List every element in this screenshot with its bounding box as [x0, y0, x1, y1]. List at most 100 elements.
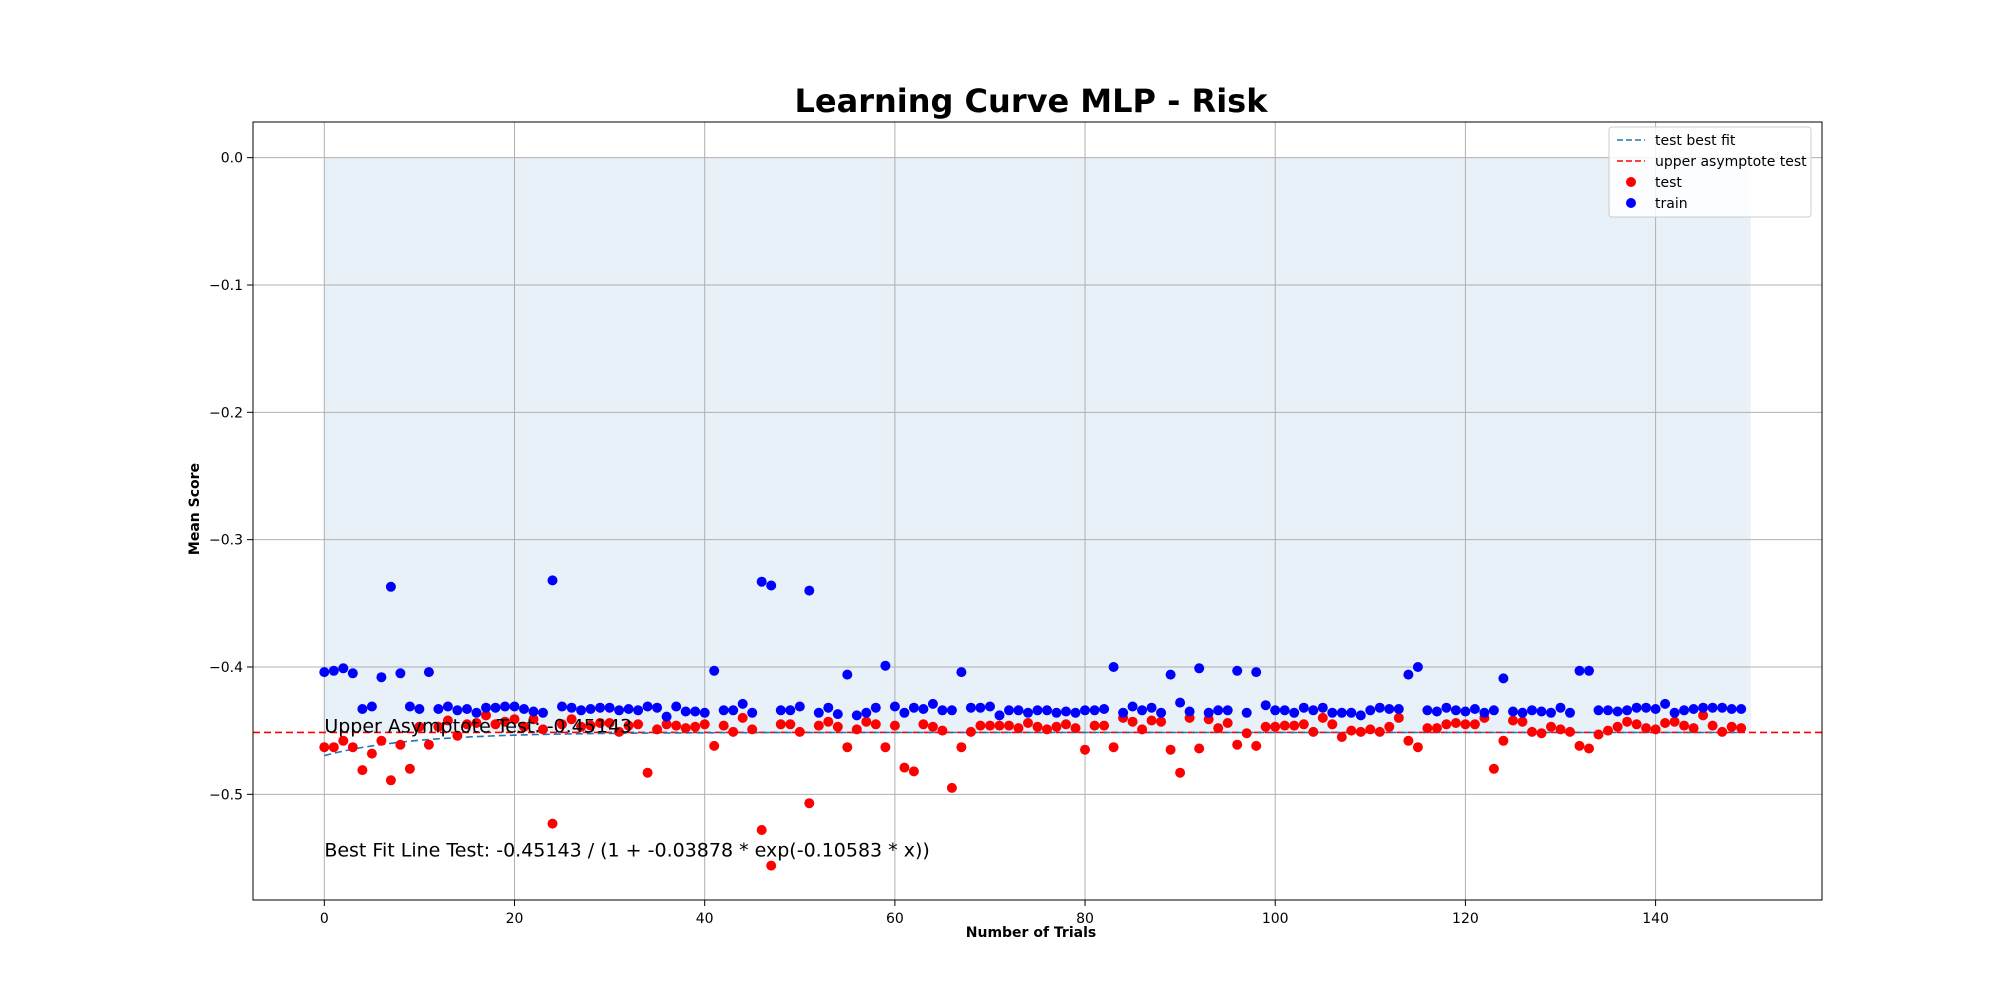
- test-point: [756, 825, 767, 835]
- train-point: [775, 705, 786, 716]
- test-point: [1298, 719, 1309, 730]
- test-point: [623, 720, 634, 731]
- train-point: [652, 702, 663, 713]
- train-point: [766, 580, 777, 591]
- train-point: [661, 711, 672, 722]
- test-point: [328, 742, 339, 753]
- x-tick-label: 80: [1076, 911, 1094, 927]
- test-point: [1232, 739, 1243, 750]
- test-point: [1317, 712, 1328, 723]
- train-point: [1023, 707, 1033, 718]
- train-point: [633, 705, 644, 716]
- train-point: [1546, 707, 1556, 718]
- train-point: [338, 663, 349, 674]
- train-point: [433, 704, 444, 714]
- train-point: [832, 709, 843, 720]
- train-point: [481, 702, 491, 713]
- y-tick-label: 0.0: [221, 151, 243, 167]
- y-tick-label: −0.4: [209, 660, 243, 676]
- train-point: [718, 705, 729, 716]
- test-point: [899, 762, 910, 773]
- test-point: [1070, 723, 1081, 734]
- test-point: [604, 718, 615, 728]
- train-point: [1146, 702, 1157, 713]
- test-point: [985, 720, 995, 731]
- test-point: [642, 767, 653, 778]
- train-point: [509, 701, 520, 712]
- train-point: [1279, 705, 1290, 716]
- legend-test-label: test: [1655, 175, 1682, 191]
- train-point: [851, 710, 862, 721]
- legend-asymptote-label: upper asymptote test: [1655, 154, 1807, 170]
- train-point: [1099, 704, 1110, 714]
- test-point: [385, 775, 396, 786]
- test-point: [880, 742, 891, 753]
- test-point: [1089, 720, 1100, 731]
- train-point: [423, 667, 434, 678]
- test-point: [832, 721, 843, 732]
- test-point: [1698, 710, 1709, 721]
- test-point: [1527, 726, 1537, 737]
- train-point: [756, 576, 767, 587]
- test-point: [1127, 716, 1138, 727]
- test-point: [785, 719, 796, 730]
- train-point: [1555, 702, 1566, 713]
- train-point: [1070, 707, 1081, 718]
- train-point: [1603, 705, 1613, 716]
- test-point: [1555, 724, 1566, 735]
- train-point: [785, 705, 796, 716]
- test-point: [1412, 742, 1423, 753]
- train-point: [1631, 702, 1642, 713]
- train-point: [1137, 705, 1148, 716]
- test-point: [728, 726, 739, 737]
- test-point: [747, 724, 758, 735]
- test-point: [870, 719, 881, 730]
- train-point: [452, 705, 463, 716]
- test-point: [718, 720, 729, 731]
- plot-area: Upper Asymptote Test: -0.45143 Best Fit …: [252, 121, 1823, 901]
- test-point: [975, 720, 986, 731]
- test-point: [1612, 721, 1623, 732]
- best-fit-line: [324, 731, 1742, 757]
- test-point: [1384, 721, 1395, 732]
- test-point: [1660, 718, 1671, 728]
- train-point: [1374, 702, 1385, 713]
- test-point: [1450, 718, 1461, 728]
- test-point: [1365, 724, 1376, 735]
- train-point: [1042, 705, 1052, 716]
- test-point: [709, 740, 720, 751]
- test-point: [766, 860, 777, 871]
- train-point: [1194, 663, 1205, 674]
- x-axis-label: Number of Trials: [966, 925, 1096, 941]
- x-tick-label: 60: [886, 911, 904, 927]
- train-point: [1393, 704, 1404, 714]
- train-point: [1051, 707, 1062, 718]
- test-point: [851, 724, 862, 735]
- test-point: [1355, 726, 1366, 737]
- train-point: [994, 710, 1005, 721]
- test-point: [1441, 719, 1452, 730]
- train-point: [462, 704, 472, 714]
- test-point: [1346, 725, 1357, 736]
- shaded-band: [324, 157, 1751, 733]
- test-point: [994, 720, 1005, 731]
- train-point: [1622, 705, 1633, 716]
- train-point: [1270, 705, 1281, 716]
- test-point: [1251, 740, 1262, 751]
- test-point: [566, 714, 577, 725]
- test-point: [652, 724, 663, 735]
- train-point: [985, 701, 995, 712]
- test-point: [889, 720, 900, 731]
- train-point: [1289, 707, 1300, 718]
- test-point: [1213, 723, 1224, 734]
- train-point: [566, 702, 577, 713]
- train-point: [414, 704, 425, 714]
- test-point: [861, 716, 872, 727]
- train-point: [1508, 706, 1518, 717]
- test-point: [1565, 726, 1575, 737]
- train-point: [500, 701, 510, 712]
- test-point: [319, 742, 330, 753]
- test-points: [319, 710, 1747, 871]
- train-point: [385, 581, 396, 592]
- train-point: [899, 707, 910, 718]
